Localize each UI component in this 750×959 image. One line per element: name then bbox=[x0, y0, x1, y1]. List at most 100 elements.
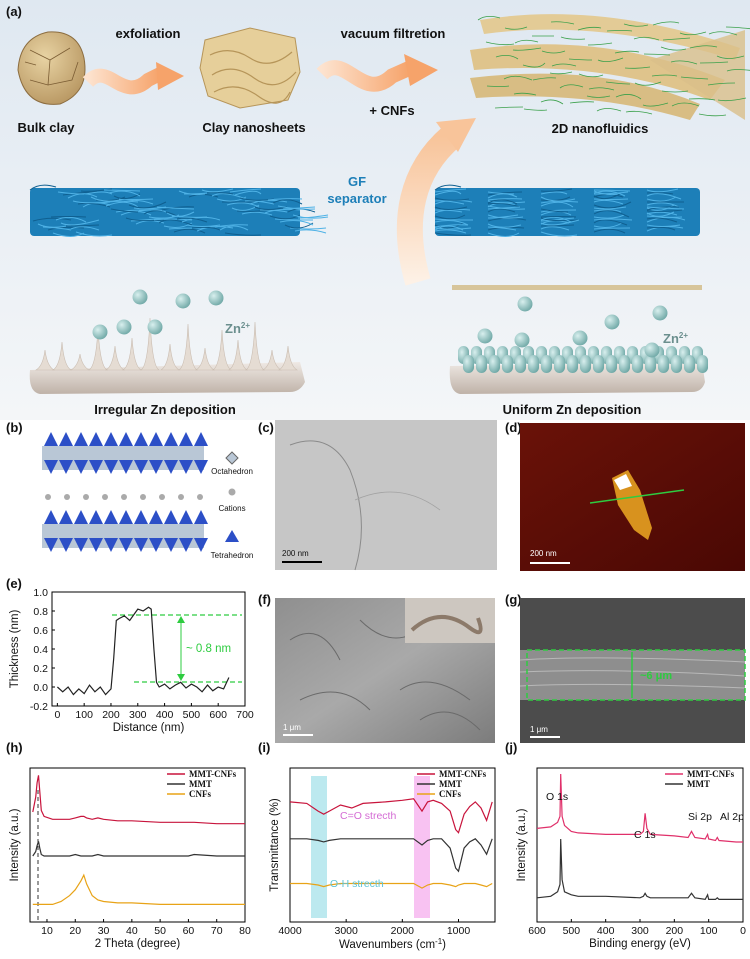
cation bbox=[45, 494, 51, 500]
tetrahedron bbox=[59, 460, 73, 474]
fiber bbox=[646, 211, 675, 217]
fiber bbox=[550, 21, 575, 25]
fiber bbox=[568, 58, 593, 61]
fiber bbox=[588, 87, 615, 91]
y-tick-label: -0.2 bbox=[30, 701, 48, 713]
legend-text: Octahedron bbox=[211, 467, 253, 476]
zn-grain bbox=[671, 355, 682, 373]
step-label: exfoliation bbox=[115, 26, 180, 41]
series-line bbox=[289, 798, 493, 834]
fiber bbox=[671, 102, 700, 107]
y-tick-label: 1.0 bbox=[33, 587, 48, 599]
x-tick-label: 4000 bbox=[278, 925, 302, 937]
band-highlight bbox=[414, 776, 430, 918]
fiber bbox=[487, 191, 515, 195]
cation bbox=[64, 494, 70, 500]
fiber bbox=[514, 39, 539, 44]
fiber bbox=[646, 224, 681, 227]
fiber bbox=[625, 110, 653, 115]
legend-label: MMT-CNFs bbox=[189, 769, 237, 779]
fiber bbox=[593, 190, 626, 197]
tetrahedron bbox=[179, 538, 193, 552]
ion-sphere bbox=[147, 319, 163, 335]
tetrahedron bbox=[164, 510, 178, 524]
fiber bbox=[176, 217, 208, 223]
fiber bbox=[196, 226, 234, 232]
fiber bbox=[593, 206, 627, 210]
tetrahedron bbox=[59, 538, 73, 552]
cation bbox=[159, 494, 165, 500]
return-arrow bbox=[396, 118, 476, 286]
fiber bbox=[434, 200, 465, 205]
annotation: Si 2p bbox=[688, 811, 712, 823]
fiber bbox=[540, 224, 575, 227]
fiber bbox=[487, 200, 526, 204]
octahedron-icon bbox=[225, 451, 239, 465]
fiber bbox=[60, 219, 100, 226]
y-tick-label: 0.0 bbox=[33, 682, 48, 694]
fiber bbox=[540, 191, 568, 195]
tetrahedron bbox=[194, 432, 208, 446]
zn-grain bbox=[619, 355, 630, 373]
fiber bbox=[206, 192, 234, 195]
scale-bar-label: 1 μm bbox=[530, 725, 548, 734]
x-tick-label: 100 bbox=[75, 709, 93, 721]
annotation: Al 2p bbox=[720, 811, 744, 823]
fiber bbox=[540, 188, 573, 192]
fiber bbox=[487, 223, 522, 228]
tetrahedron bbox=[134, 432, 148, 446]
fiber bbox=[646, 215, 683, 218]
zn-grain bbox=[476, 355, 487, 373]
annotation: C 1s bbox=[634, 829, 656, 841]
x-tick-label: 80 bbox=[239, 925, 251, 937]
fiber bbox=[646, 192, 674, 195]
tetrahedron bbox=[194, 538, 208, 552]
tetrahedron bbox=[164, 538, 178, 552]
tetrahedron bbox=[104, 538, 118, 552]
fiber bbox=[138, 209, 167, 213]
fiber bbox=[100, 200, 139, 204]
fiber bbox=[633, 36, 660, 41]
legend-label: MMT bbox=[439, 779, 462, 789]
fiber bbox=[90, 196, 126, 202]
ion-sphere bbox=[116, 319, 132, 335]
legend-text: Tetrahedron bbox=[211, 551, 254, 560]
fiber bbox=[540, 209, 577, 213]
fiber bbox=[211, 193, 247, 200]
fiber bbox=[593, 219, 628, 226]
fiber bbox=[646, 217, 678, 223]
x-tick-label: 200 bbox=[666, 925, 684, 937]
arrow-head bbox=[177, 616, 185, 681]
fiber bbox=[634, 81, 662, 86]
x-axis-title-end: ) bbox=[442, 939, 446, 951]
tetrahedron bbox=[59, 510, 73, 524]
ion-sphere bbox=[644, 342, 660, 358]
annotation: O-H strecth bbox=[330, 878, 384, 890]
dendrite bbox=[261, 349, 283, 371]
fiber bbox=[699, 61, 729, 64]
y-axis-title: Intensity (a.u.) bbox=[516, 808, 528, 881]
fiber bbox=[642, 102, 669, 107]
fiber bbox=[224, 232, 262, 236]
dendrite bbox=[227, 339, 249, 371]
x-tick-label: 60 bbox=[183, 925, 195, 937]
cation bbox=[197, 494, 203, 500]
zn-dendrites bbox=[34, 317, 299, 371]
zn-grain bbox=[515, 355, 526, 373]
fiber bbox=[29, 184, 57, 191]
panel-label: (h) bbox=[6, 740, 23, 755]
fiber bbox=[254, 206, 288, 210]
fiber bbox=[596, 108, 622, 112]
dendrite bbox=[121, 337, 143, 371]
fiber bbox=[434, 197, 470, 201]
panel-label: (a) bbox=[6, 4, 22, 19]
membrane bbox=[452, 285, 702, 290]
fiber bbox=[277, 205, 316, 210]
zn-grain bbox=[645, 355, 656, 373]
panel-label: (g) bbox=[505, 592, 522, 607]
fiber bbox=[434, 229, 467, 234]
fiber bbox=[50, 216, 87, 218]
fiber bbox=[297, 214, 329, 219]
fiber bbox=[226, 202, 260, 208]
ion-charge: 2+ bbox=[241, 321, 250, 330]
